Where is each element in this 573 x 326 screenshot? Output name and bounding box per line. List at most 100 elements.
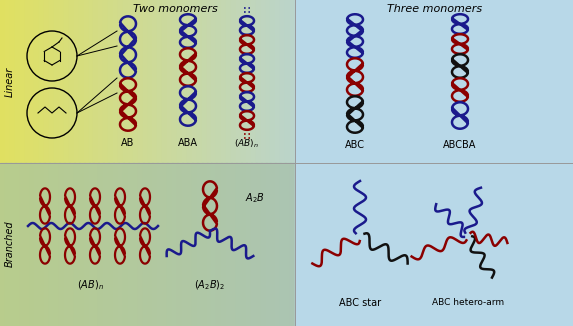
Bar xyxy=(192,163,198,326)
Bar xyxy=(285,0,291,163)
Bar xyxy=(29,0,36,163)
Bar xyxy=(69,163,74,326)
Bar xyxy=(5,0,11,163)
Bar xyxy=(123,163,129,326)
Bar xyxy=(162,0,168,163)
Bar xyxy=(123,0,129,163)
Bar xyxy=(246,0,252,163)
Bar xyxy=(84,0,89,163)
Bar xyxy=(147,163,154,326)
Bar xyxy=(54,0,60,163)
Bar xyxy=(64,163,70,326)
Bar xyxy=(231,0,237,163)
Text: Two monomers: Two monomers xyxy=(132,4,217,14)
Bar xyxy=(99,0,104,163)
Bar xyxy=(138,163,144,326)
Text: Linear: Linear xyxy=(5,67,15,97)
Bar xyxy=(172,163,178,326)
Bar xyxy=(167,163,173,326)
Bar xyxy=(79,163,85,326)
Text: $(AB)_n$: $(AB)_n$ xyxy=(234,138,260,151)
Bar xyxy=(276,163,281,326)
Bar xyxy=(226,163,232,326)
Bar xyxy=(182,163,188,326)
Bar xyxy=(133,0,139,163)
Bar xyxy=(34,0,40,163)
Bar xyxy=(19,0,26,163)
Bar xyxy=(44,0,50,163)
Bar xyxy=(93,0,99,163)
Bar xyxy=(40,163,45,326)
Bar xyxy=(84,163,89,326)
Bar xyxy=(285,163,291,326)
Bar xyxy=(290,163,296,326)
Bar xyxy=(202,163,207,326)
Bar xyxy=(99,163,104,326)
Bar xyxy=(44,163,50,326)
Bar xyxy=(217,163,222,326)
Bar xyxy=(167,0,173,163)
Bar xyxy=(118,0,124,163)
Bar xyxy=(290,0,296,163)
Bar xyxy=(34,163,40,326)
Bar xyxy=(256,163,262,326)
Bar xyxy=(202,0,207,163)
Bar xyxy=(29,163,36,326)
Text: $A_2B$: $A_2B$ xyxy=(245,191,265,205)
Bar xyxy=(152,0,158,163)
Bar xyxy=(25,0,30,163)
Bar xyxy=(74,163,80,326)
Bar xyxy=(241,0,247,163)
Bar xyxy=(236,0,242,163)
Bar xyxy=(103,163,109,326)
Bar xyxy=(256,0,262,163)
Bar xyxy=(147,0,154,163)
Bar xyxy=(49,163,55,326)
Bar xyxy=(280,0,286,163)
Bar xyxy=(187,163,193,326)
Bar xyxy=(182,0,188,163)
Bar xyxy=(49,0,55,163)
Bar xyxy=(192,0,198,163)
Text: ABCBA: ABCBA xyxy=(444,140,477,150)
Bar xyxy=(133,163,139,326)
Bar xyxy=(197,163,203,326)
Bar xyxy=(158,163,163,326)
Bar xyxy=(197,0,203,163)
Text: $(A_2B)_2$: $(A_2B)_2$ xyxy=(194,278,226,291)
Bar xyxy=(246,163,252,326)
Bar xyxy=(206,0,213,163)
Bar xyxy=(280,163,286,326)
Bar xyxy=(270,163,276,326)
Bar xyxy=(251,163,257,326)
Bar xyxy=(128,0,134,163)
Bar xyxy=(88,163,95,326)
Bar xyxy=(74,0,80,163)
Bar xyxy=(19,163,26,326)
Bar xyxy=(40,0,45,163)
Bar xyxy=(276,0,281,163)
Bar xyxy=(158,0,163,163)
Bar xyxy=(177,163,183,326)
Bar xyxy=(5,163,11,326)
Bar xyxy=(211,0,217,163)
Bar xyxy=(69,0,74,163)
Bar xyxy=(143,163,148,326)
Bar xyxy=(113,0,119,163)
Text: AB: AB xyxy=(121,138,135,148)
Bar xyxy=(0,163,6,326)
Text: ABC star: ABC star xyxy=(339,298,381,308)
Bar xyxy=(217,0,222,163)
Text: ABC hetero-arm: ABC hetero-arm xyxy=(432,298,504,307)
Bar xyxy=(59,0,65,163)
Bar xyxy=(108,163,114,326)
Bar xyxy=(226,0,232,163)
Bar xyxy=(128,163,134,326)
Bar xyxy=(143,0,148,163)
Bar xyxy=(206,163,213,326)
Bar xyxy=(88,0,95,163)
Bar xyxy=(221,0,227,163)
Bar xyxy=(172,0,178,163)
Bar xyxy=(15,0,21,163)
Bar xyxy=(295,0,573,326)
